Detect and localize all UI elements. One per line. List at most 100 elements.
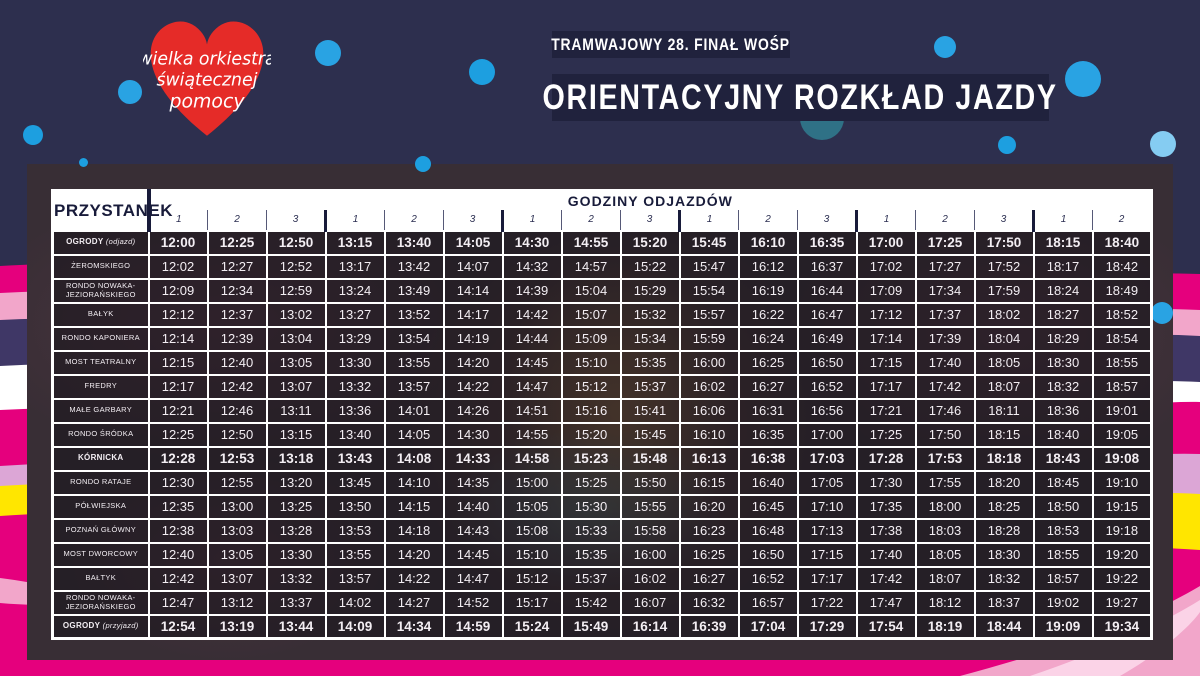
- time-cell: 18:20: [973, 469, 1035, 496]
- time-cell: 17:25: [914, 229, 976, 256]
- table-row: BAŁTYK 12:42 13:07 13:32 13:57 14:22 14:47 15:1…: [51, 565, 1153, 592]
- table-row: RONDO NOWAKA-JEZIORAŃSKIEGO 12:09 12:34 12:…: [51, 277, 1153, 304]
- time-cell: 17:12: [855, 301, 917, 328]
- time-cell: 18:12: [914, 589, 976, 616]
- time-cell: 13:40: [383, 229, 445, 256]
- course-number: 1: [324, 209, 385, 231]
- time-cell: 14:57: [560, 253, 622, 280]
- time-cell: 13:30: [324, 349, 386, 376]
- course-number: 2: [207, 209, 267, 231]
- time-cell: 18:32: [973, 565, 1035, 592]
- time-cell: 17:38: [855, 517, 917, 544]
- course-number: 2: [561, 209, 621, 231]
- time-cell: 15:41: [619, 397, 681, 424]
- stop-cell: PÓŁWIEJSKA: [51, 493, 150, 520]
- time-cell: 14:30: [501, 229, 563, 256]
- time-cell: 15:42: [560, 589, 622, 616]
- time-cell: 17:00: [796, 421, 858, 448]
- course-number: 3: [974, 209, 1034, 231]
- time-cell: 16:00: [678, 349, 740, 376]
- event-badge-label: TRAMWAJOWY 28. FINAŁ WOŚP: [551, 34, 791, 54]
- time-cell: 18:37: [973, 589, 1035, 616]
- time-cell: 17:37: [914, 301, 976, 328]
- time-cell: 14:22: [383, 565, 445, 592]
- time-cell: 14:47: [501, 373, 563, 400]
- time-cell: 18:17: [1032, 253, 1094, 280]
- time-cell: 14:10: [383, 469, 445, 496]
- time-cell: 16:31: [737, 397, 799, 424]
- time-cell: 19:27: [1091, 589, 1153, 616]
- time-cell: 16:39: [678, 613, 740, 640]
- stop-cell: RONDO NOWAKA-JEZIORAŃSKIEGO: [51, 589, 150, 616]
- time-cell: 15:50: [619, 469, 681, 496]
- time-cell: 18:15: [1032, 229, 1094, 256]
- time-cell: 12:21: [147, 397, 209, 424]
- time-cell: 16:38: [737, 445, 799, 472]
- time-cell: 12:38: [147, 517, 209, 544]
- time-cell: 17:05: [796, 469, 858, 496]
- time-cell: 17:09: [855, 277, 917, 304]
- stop-cell: RONDO ŚRÓDKA: [51, 421, 150, 448]
- course-number: 1: [148, 209, 208, 231]
- time-cell: 14:08: [383, 445, 445, 472]
- time-cell: 13:54: [383, 325, 445, 352]
- stop-cell: POZNAŃ GŁÓWNY: [51, 517, 150, 544]
- time-cell: 18:36: [1032, 397, 1094, 424]
- time-cell: 12:50: [265, 229, 327, 256]
- time-cell: 14:05: [442, 229, 504, 256]
- time-cell: 15:12: [501, 565, 563, 592]
- time-cell: 18:03: [914, 517, 976, 544]
- time-cell: 14:52: [442, 589, 504, 616]
- stop-cell: RONDO NOWAKA-JEZIORAŃSKIEGO: [51, 277, 150, 304]
- stop-name: OGRODY: [66, 237, 104, 247]
- time-cell: 12:12: [147, 301, 209, 328]
- time-cell: 15:16: [560, 397, 622, 424]
- time-cell: 15:47: [678, 253, 740, 280]
- time-cell: 14:59: [442, 613, 504, 640]
- time-cell: 14:47: [442, 565, 504, 592]
- time-cell: 13:36: [324, 397, 386, 424]
- time-cell: 15:10: [501, 541, 563, 568]
- time-cell: 12:15: [147, 349, 209, 376]
- time-cell: 14:55: [501, 421, 563, 448]
- time-cell: 18:40: [1091, 229, 1153, 256]
- time-cell: 12:25: [206, 229, 268, 256]
- time-cell: 15:07: [560, 301, 622, 328]
- time-cell: 15:30: [560, 493, 622, 520]
- time-cell: 12:34: [206, 277, 268, 304]
- time-cell: 16:52: [796, 373, 858, 400]
- course-number: 2: [738, 209, 798, 231]
- time-cell: 12:25: [147, 421, 209, 448]
- time-cell: 15:58: [619, 517, 681, 544]
- time-cell: 13:17: [324, 253, 386, 280]
- time-cell: 13:32: [324, 373, 386, 400]
- time-cell: 16:13: [678, 445, 740, 472]
- time-cell: 16:02: [678, 373, 740, 400]
- time-cell: 13:18: [265, 445, 327, 472]
- stop-cell: FREDRY: [51, 373, 150, 400]
- time-cell: 15:45: [619, 421, 681, 448]
- time-cell: 17:00: [855, 229, 917, 256]
- time-cell: 19:09: [1032, 613, 1094, 640]
- time-cell: 15:32: [619, 301, 681, 328]
- time-cell: 12:17: [147, 373, 209, 400]
- time-cell: 13:45: [324, 469, 386, 496]
- time-cell: 14:58: [501, 445, 563, 472]
- time-cell: 16:25: [737, 349, 799, 376]
- time-cell: 18:45: [1032, 469, 1094, 496]
- table-row: RONDO RATAJE 12:30 12:55 13:20 13:45 14:10 14:…: [51, 469, 1153, 496]
- time-cell: 18:18: [973, 445, 1035, 472]
- time-cell: 12:09: [147, 277, 209, 304]
- time-cell: 14:34: [383, 613, 445, 640]
- time-cell: 16:45: [737, 493, 799, 520]
- time-cell: 14:15: [383, 493, 445, 520]
- time-cell: 12:35: [147, 493, 209, 520]
- time-cell: 16:23: [678, 517, 740, 544]
- time-cell: 16:44: [796, 277, 858, 304]
- time-cell: 12:30: [147, 469, 209, 496]
- time-cell: 17:59: [973, 277, 1035, 304]
- time-cell: 16:10: [737, 229, 799, 256]
- time-cell: 19:15: [1091, 493, 1153, 520]
